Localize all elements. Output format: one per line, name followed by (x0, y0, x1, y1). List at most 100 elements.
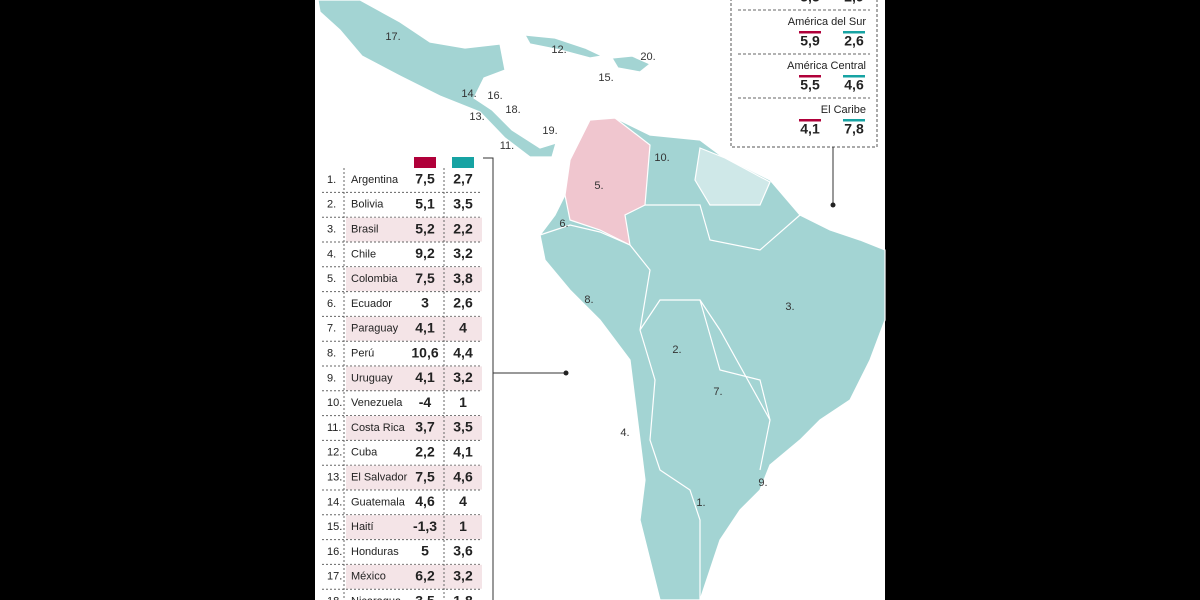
value-2: 4,6 (453, 468, 473, 484)
map-label: 5. (594, 180, 603, 192)
country: Chile (351, 248, 376, 260)
row-number: 16. (327, 546, 342, 558)
connector-dot (563, 370, 569, 376)
value-1: 9,2 (415, 245, 435, 261)
value-1: 5,2 (415, 220, 435, 236)
key-bar (843, 75, 865, 78)
value-2: 1,8 (453, 592, 473, 600)
row-number: 10. (327, 397, 342, 409)
row-number: 4. (327, 248, 336, 260)
value-2: 3,8 (453, 270, 473, 286)
region-value-2: 2,6 (844, 33, 864, 49)
country: Ecuador (351, 298, 392, 310)
value-2: 2,7 (453, 171, 473, 187)
value-1: -1,3 (413, 518, 437, 534)
map-label: 4. (620, 427, 629, 439)
country: Colombia (351, 273, 398, 285)
connector (483, 157, 494, 600)
map-label: 12. (551, 44, 566, 56)
country: Brasil (351, 224, 379, 236)
country: Venezuela (351, 397, 403, 409)
value-2: 1 (459, 518, 467, 534)
map-label: 19. (542, 125, 557, 137)
key-bar (843, 119, 865, 122)
map-label: 9. (758, 477, 767, 489)
value-2: 3,5 (453, 419, 473, 435)
map-label: 18. (505, 104, 520, 116)
region-value-2: 2,9 (844, 0, 864, 5)
row-number: 14. (327, 496, 342, 508)
country: Guatemala (351, 496, 406, 508)
region-value-2: 7,8 (844, 121, 864, 137)
value-2: 3,2 (453, 369, 473, 385)
region-box (730, 0, 878, 148)
country: Cuba (351, 447, 378, 459)
country: El Salvador (351, 472, 408, 484)
row-shade (346, 267, 482, 292)
row-shade (346, 564, 482, 589)
row-number: 18. (327, 596, 342, 600)
value-1: -4 (419, 394, 432, 410)
country: Argentina (351, 174, 399, 186)
value-2: 3,6 (453, 543, 473, 559)
value-2: 4,1 (453, 444, 473, 460)
value-1: 7,5 (415, 270, 435, 286)
country: Perú (351, 348, 374, 360)
row-number: 6. (327, 298, 336, 310)
country: Paraguay (351, 323, 399, 335)
row-number: 13. (327, 472, 342, 484)
value-2: 2,6 (453, 295, 473, 311)
row-shade (346, 366, 482, 391)
col-key-1 (414, 157, 436, 168)
value-1: 3 (421, 295, 429, 311)
map-label: 7. (713, 386, 722, 398)
col-key-2 (452, 157, 474, 168)
row-number: 12. (327, 447, 342, 459)
row-shade (346, 316, 482, 341)
connector-dot (830, 202, 836, 208)
country: Nicaragua (351, 596, 402, 600)
map-label: 16. (487, 90, 502, 102)
map-label: 14. (461, 88, 476, 100)
value-2: 1 (459, 394, 467, 410)
value-2: 4 (459, 320, 467, 336)
row-number: 15. (327, 521, 342, 533)
map-label: 2. (672, 344, 681, 356)
map-label: 3. (785, 301, 794, 313)
row-number: 11. (327, 422, 341, 434)
map-label: 11. (500, 140, 514, 152)
map-label: 1. (696, 497, 705, 509)
country: Honduras (351, 546, 399, 558)
row-shade (346, 465, 482, 490)
row-number: 5. (327, 273, 336, 285)
map (317, 0, 886, 600)
country: Costa Rica (351, 422, 406, 434)
key-bar (799, 75, 821, 78)
row-number: 1. (327, 174, 336, 186)
map-label: 10. (654, 152, 669, 164)
region-value-1: 5,5 (800, 77, 820, 93)
value-2: 3,5 (453, 196, 473, 212)
value-2: 4,4 (453, 344, 473, 360)
country: México (351, 571, 386, 583)
row-number: 17. (327, 571, 342, 583)
row-number: 3. (327, 224, 336, 236)
value-1: 7,5 (415, 171, 435, 187)
map-label: 6. (559, 218, 568, 230)
country: Haití (351, 521, 374, 533)
value-2: 3,2 (453, 245, 473, 261)
value-2: 4 (459, 493, 467, 509)
region-name: América Central (787, 60, 866, 72)
row-number: 9. (327, 372, 336, 384)
value-1: 4,1 (415, 369, 435, 385)
key-bar (843, 31, 865, 34)
value-1: 3,5 (415, 592, 435, 600)
region-value-2: 4,6 (844, 77, 864, 93)
map-label: 13. (469, 111, 484, 123)
country: Bolivia (351, 199, 384, 211)
value-1: 2,2 (415, 444, 435, 460)
row-number: 2. (327, 199, 336, 211)
map-label: 8. (584, 294, 593, 306)
row-number: 7. (327, 323, 336, 335)
